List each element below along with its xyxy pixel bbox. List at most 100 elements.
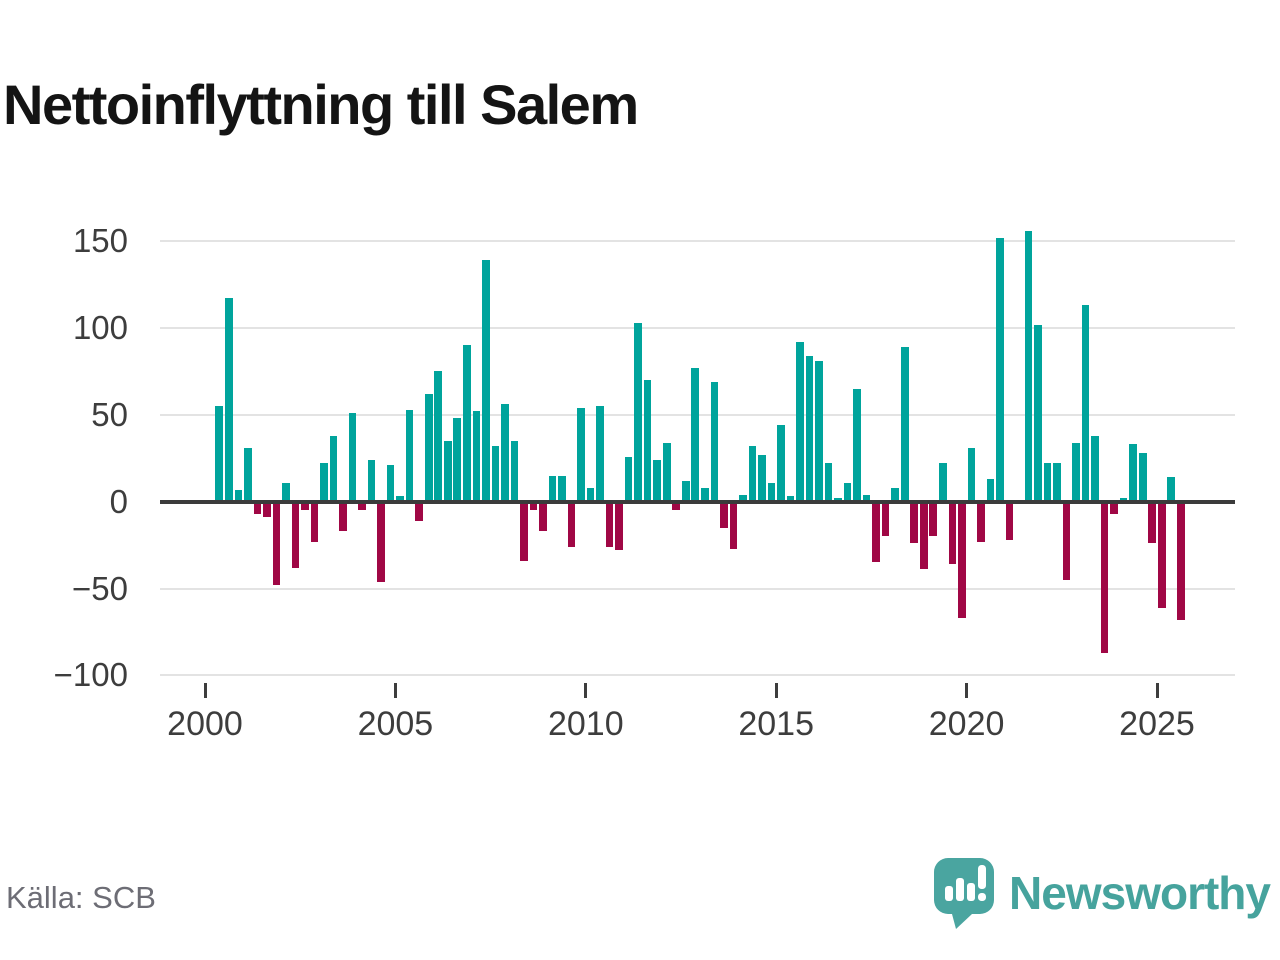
bar [1100, 501, 1109, 653]
bar [234, 489, 243, 502]
bar [1148, 501, 1157, 544]
x-tick-mark [203, 683, 207, 698]
bar [653, 460, 661, 502]
bar [672, 501, 681, 511]
bar [367, 460, 376, 502]
bar [310, 501, 319, 542]
bar [786, 496, 795, 502]
bar [710, 381, 719, 502]
bar [253, 501, 262, 514]
bar [472, 411, 481, 502]
bar [634, 322, 642, 502]
bar [729, 501, 738, 549]
bar [396, 496, 404, 502]
bar [862, 494, 871, 502]
bar [891, 487, 899, 502]
bar [434, 371, 443, 502]
bar [720, 501, 728, 528]
bar [501, 404, 509, 502]
bar [929, 501, 938, 537]
y-axis-tick-label: 100 [72, 309, 128, 346]
grid-line [160, 327, 1235, 329]
bar [567, 501, 576, 547]
bar [1091, 435, 1099, 502]
y-axis-tick-label: 150 [72, 222, 128, 260]
bar [1072, 442, 1080, 502]
bar [520, 501, 528, 561]
y-axis-tick-label: 0 [109, 482, 128, 520]
bar [225, 298, 233, 502]
bar [815, 361, 823, 502]
x-tick-mark [393, 683, 397, 698]
bar [1110, 501, 1118, 514]
bar [986, 479, 995, 502]
bar [1081, 305, 1090, 502]
x-axis-tick-label: 2000 [167, 705, 243, 743]
bar [805, 355, 814, 502]
bar [615, 501, 623, 551]
bar [739, 494, 747, 502]
x-axis-tick-label: 2010 [547, 705, 624, 743]
x-tick-mark [1155, 683, 1159, 698]
bar [453, 418, 462, 502]
bar [701, 487, 709, 502]
y-axis-tick-label: −100 [53, 656, 128, 694]
newsworthy-wordmark: Newsworthy [1009, 867, 1271, 919]
bar [662, 442, 671, 502]
bar [853, 388, 861, 502]
bar [681, 480, 690, 502]
bar [1062, 501, 1071, 580]
bar [900, 347, 909, 502]
bar [424, 394, 433, 502]
y-axis-tick-label: 50 [91, 395, 128, 433]
bar [767, 482, 776, 502]
bar [824, 463, 833, 502]
x-tick-mark [584, 683, 588, 698]
zero-axis-line [160, 499, 1235, 504]
bar [558, 475, 566, 502]
bar [291, 501, 300, 568]
newsworthy-logo-icon [934, 858, 995, 929]
bar [1167, 477, 1176, 502]
source-note: Källa: SCB [6, 880, 156, 915]
bar [510, 440, 519, 502]
grid-line [160, 674, 1235, 677]
x-tick-mark [774, 683, 778, 698]
bar [301, 501, 309, 511]
bar [529, 501, 538, 511]
bar [329, 435, 338, 502]
bar [958, 501, 966, 619]
x-axis-tick-label: 2015 [738, 705, 814, 743]
x-axis-tick-label: 2025 [1119, 705, 1195, 743]
bar [348, 413, 357, 502]
bar [1043, 463, 1052, 502]
bar [577, 407, 585, 502]
bar [948, 501, 957, 565]
bar [919, 501, 928, 570]
bar [643, 380, 652, 502]
bar [282, 482, 290, 502]
grid-line [160, 587, 1235, 590]
bar [605, 501, 614, 547]
bar [1157, 501, 1166, 608]
bar [272, 501, 281, 586]
bar [443, 440, 452, 502]
bar [386, 465, 395, 502]
grid-line [160, 240, 1235, 243]
bar [377, 501, 385, 582]
x-tick-mark [965, 683, 969, 698]
x-axis-tick-label: 2005 [357, 705, 434, 743]
chart-title: Nettoinflyttning till Salem [3, 72, 639, 136]
bar [491, 446, 500, 502]
bar [967, 447, 976, 502]
bar [1138, 453, 1147, 502]
bar [881, 501, 890, 537]
bar [358, 501, 366, 511]
bar [910, 501, 919, 544]
y-axis-tick-label: −50 [72, 569, 128, 607]
bar [215, 406, 224, 502]
bar [539, 501, 547, 532]
bar [1053, 463, 1061, 502]
bar [977, 501, 985, 542]
